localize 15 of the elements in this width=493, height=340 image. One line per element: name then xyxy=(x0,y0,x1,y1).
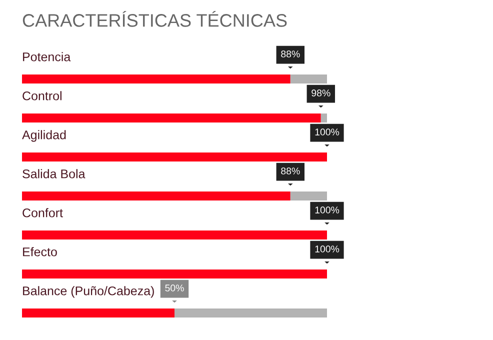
chart-title: CARACTERÍSTICAS TÉCNICAS xyxy=(22,11,287,27)
data-label: 88% xyxy=(281,168,300,174)
y-tick-label: Balance (Puño/Cabeza) xyxy=(23,286,154,298)
y-tick-label: Control xyxy=(22,91,62,100)
data-label: 100% xyxy=(315,206,340,214)
data-label: 88% xyxy=(281,50,300,58)
data-label: 100% xyxy=(315,246,340,252)
y-tick-label: Potencia xyxy=(23,52,71,62)
data-label: 98% xyxy=(312,90,330,96)
y-tick-label: Confort xyxy=(22,208,63,218)
y-tick-label: Salida Bola xyxy=(22,169,86,178)
data-label: 100% xyxy=(315,128,340,136)
y-tick-label: Efecto xyxy=(23,247,57,256)
data-label: 50% xyxy=(165,284,184,292)
y-tick-label: Agilidad xyxy=(22,130,66,142)
